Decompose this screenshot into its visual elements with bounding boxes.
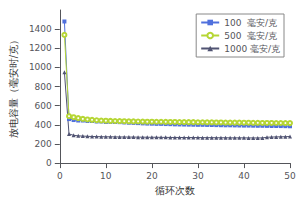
- svg-text:0: 0: [57, 171, 63, 181]
- svg-text:循环次数: 循环次数: [155, 185, 195, 196]
- svg-text:800: 800: [35, 82, 52, 92]
- svg-text:30: 30: [192, 171, 204, 181]
- svg-text:400: 400: [35, 120, 52, 130]
- svg-text:1000 毫安/克: 1000 毫安/克: [224, 44, 280, 54]
- svg-text:1000: 1000: [29, 62, 52, 72]
- svg-text:200: 200: [35, 139, 52, 149]
- svg-text:50: 50: [284, 171, 296, 181]
- svg-text:1200: 1200: [29, 43, 52, 53]
- svg-text:1400: 1400: [29, 24, 52, 34]
- svg-text:0: 0: [46, 158, 52, 168]
- svg-text:20: 20: [146, 171, 158, 181]
- svg-text:600: 600: [35, 101, 52, 111]
- svg-text:500 毫安/克: 500 毫安/克: [224, 31, 277, 41]
- svg-text:放电容量（毫安时/克）: 放电容量（毫安时/克）: [8, 35, 19, 138]
- svg-text:100 毫安/克: 100 毫安/克: [224, 18, 277, 28]
- svg-text:10: 10: [100, 171, 112, 181]
- svg-text:40: 40: [238, 171, 250, 181]
